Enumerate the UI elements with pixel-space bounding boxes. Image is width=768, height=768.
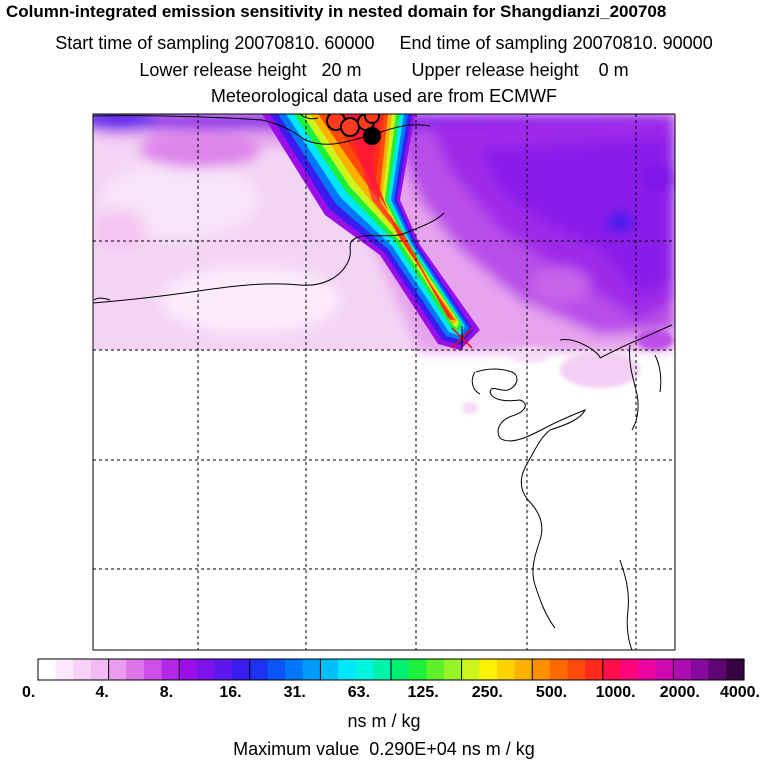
sampling-times-line: Start time of sampling 20070810. 60000 E…: [55, 33, 713, 53]
colorbar-cell: [249, 659, 269, 680]
colorbar-cells: [38, 659, 745, 680]
colorbar-tick-label: 4000.: [720, 684, 760, 700]
colorbar-cell: [38, 659, 57, 680]
colorbar-cell: [73, 659, 92, 680]
colorbar-cell: [179, 659, 198, 680]
colorbar-cell: [161, 659, 180, 680]
colorbar-cell: [126, 659, 145, 680]
coastline: [93, 114, 673, 650]
colorbar-cell: [443, 659, 463, 680]
colorbar-cell: [708, 659, 727, 680]
colorbar-cell: [214, 659, 233, 680]
colorbar-cell: [479, 659, 498, 680]
colorbar-tick-label: 31.: [284, 684, 306, 700]
colorbar-cell: [391, 659, 410, 680]
colorbar-cell: [602, 659, 622, 680]
colorbar-units-label: ns m / kg: [347, 711, 421, 731]
field-layer: [93, 114, 675, 650]
colorbar-tick-label: 500.: [536, 684, 567, 700]
lat-lon-grid: [93, 114, 675, 650]
colorbar-tick-label: 250.: [472, 684, 503, 700]
map-frame: [92, 113, 676, 651]
colorbar: 0. 4. 8. 16. 31. 63. 125. 250. 500. 1000. 2000. 400…: [22, 658, 760, 700]
colorbar-cell: [108, 659, 127, 680]
colorbar-tick-label: 125.: [408, 684, 439, 700]
colorbar-cell: [143, 659, 163, 680]
maximum-value-label: Maximum value 0.290E+04 ns m / kg: [233, 739, 535, 759]
met-data-line: Meteorological data used are from ECMWF: [210, 86, 558, 106]
colorbar-cell: [196, 659, 216, 680]
colorbar-tick-label: 0.: [22, 684, 35, 700]
colorbar-cell: [691, 659, 710, 680]
colorbar-cell: [373, 659, 392, 680]
colorbar-tick-label: 1000.: [596, 684, 636, 700]
colorbar-tick-label: 2000.: [660, 684, 700, 700]
chart-title: Column-integrated emission sensitivity i…: [6, 2, 667, 21]
colorbar-cell: [620, 659, 639, 680]
colorbar-cell: [673, 659, 692, 680]
colorbar-tick-labels: 0. 4. 8. 16. 31. 63. 125. 250. 500. 1000. 2000. 400…: [22, 684, 760, 700]
colorbar-cell: [532, 659, 551, 680]
colorbar-tick-label: 63.: [348, 684, 370, 700]
colorbar-cell: [726, 659, 745, 680]
colorbar-cell: [302, 659, 321, 680]
colorbar-cell: [461, 659, 480, 680]
colorbar-cell: [267, 659, 286, 680]
colorbar-cell: [585, 659, 604, 680]
colorbar-cell: [285, 659, 304, 680]
colorbar-cell: [426, 659, 445, 680]
colorbar-cell: [55, 659, 74, 680]
colorbar-cell: [320, 659, 339, 680]
colorbar-cell: [655, 659, 674, 680]
colorbar-cell: [338, 659, 357, 680]
release-heights-line: Lower release height 20 m Upper release …: [139, 60, 629, 80]
release-point-markers: [326, 114, 381, 145]
colorbar-cell: [355, 659, 374, 680]
colorbar-tick-label: 8.: [160, 684, 173, 700]
colorbar-cell: [567, 659, 586, 680]
sensitivity-plume: [262, 114, 480, 350]
colorbar-cell: [90, 659, 110, 680]
colorbar-cell: [514, 659, 533, 680]
colorbar-cell: [232, 659, 251, 680]
colorbar-cell: [408, 659, 427, 680]
colorbar-frame: [37, 658, 745, 681]
colorbar-cell: [496, 659, 516, 680]
colorbar-cell: [638, 659, 657, 680]
colorbar-cell: [549, 659, 569, 680]
colorbar-tick-label: 4.: [96, 684, 109, 700]
station-marker: [451, 326, 473, 350]
colorbar-tick-label: 16.: [219, 684, 241, 700]
